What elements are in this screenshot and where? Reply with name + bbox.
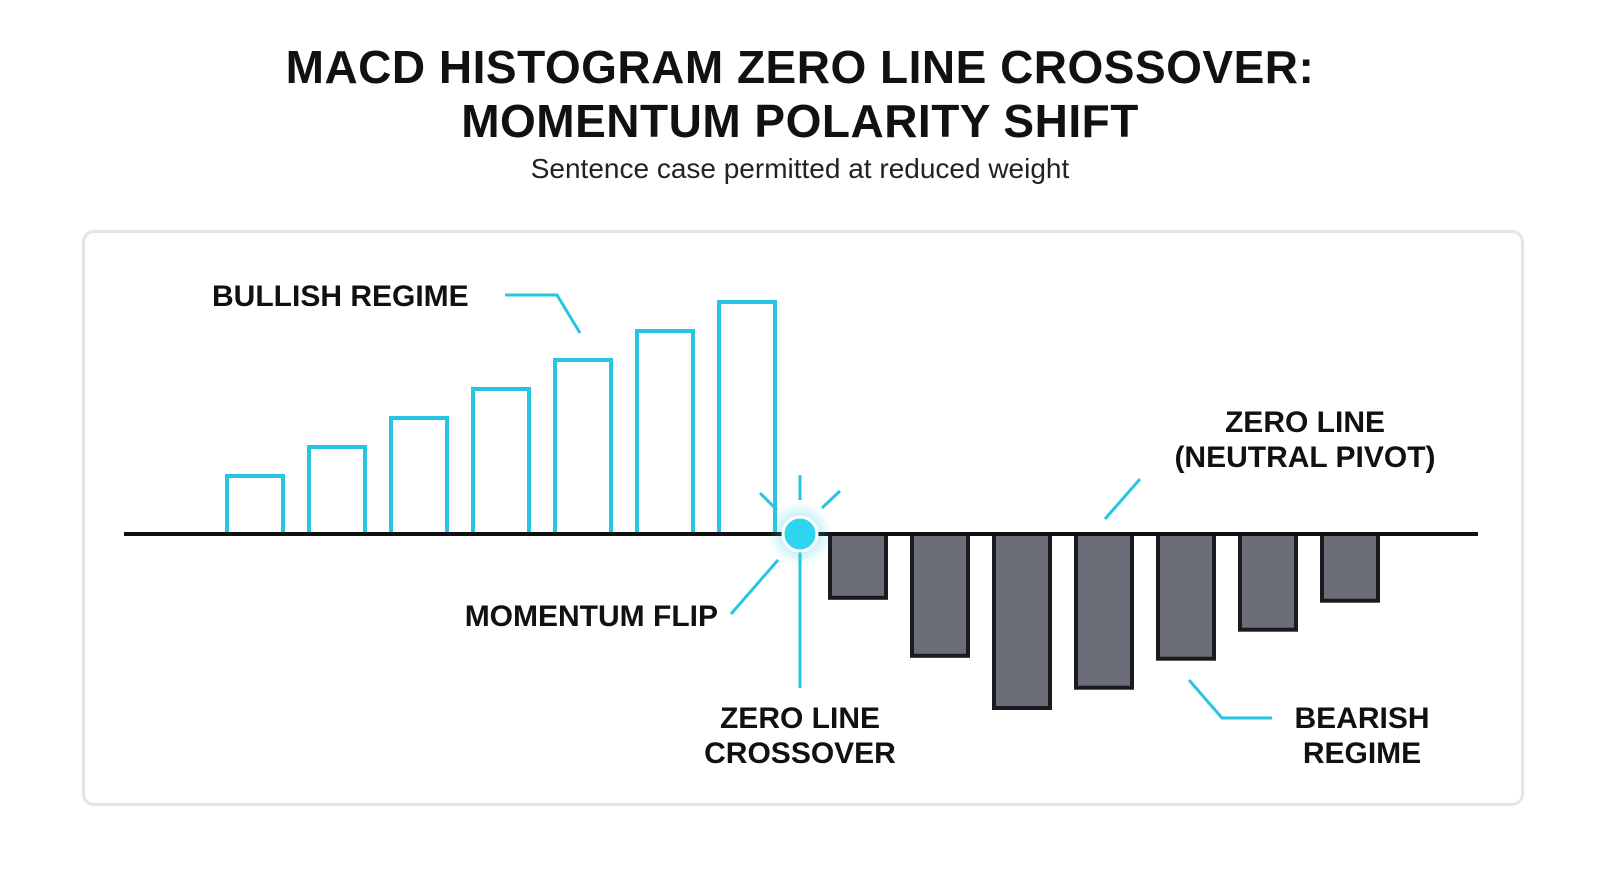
bullish-bar-1 (225, 474, 285, 536)
bullish-callout-leader (505, 293, 582, 334)
momentum-flip-leader (729, 559, 780, 615)
bearish-callout-leader (1187, 679, 1272, 720)
bearish-bar-6 (1238, 532, 1298, 632)
label-crossover-sub: CROSSOVER (704, 737, 896, 770)
bullish-bar-2 (307, 445, 367, 536)
bullish-bar-3 (389, 416, 449, 536)
bullish-bar-5 (553, 358, 613, 536)
bearish-bar-2 (910, 532, 970, 658)
bearish-bar-7 (1320, 532, 1380, 603)
label-bearish-sub: REGIME (1303, 737, 1421, 770)
page-title: MACD HISTOGRAM ZERO LINE CROSSOVER: MOME… (0, 40, 1600, 148)
label-crossover-title: ZERO LINE (720, 702, 880, 735)
bullish-bar-7 (717, 300, 777, 536)
label-zero-line-title: ZERO LINE (1225, 406, 1385, 439)
spark-ray-upper-left (758, 491, 779, 512)
label-zero-line-sub: (NEUTRAL PIVOT) (1174, 441, 1435, 474)
glowing-dot-icon (781, 515, 819, 553)
bearish-bar-4 (1074, 532, 1134, 690)
crossover-marker (758, 475, 842, 688)
label-momentum-flip: MOMENTUM FLIP (465, 600, 718, 633)
label-bullish-regime: BULLISH REGIME (212, 280, 469, 313)
bearish-bar-3 (992, 532, 1052, 710)
spark-ray-upper-right (820, 489, 842, 510)
bullish-bar-6 (635, 329, 695, 536)
zero-line-callout-leader (1103, 478, 1142, 520)
label-bearish-title: BEARISH (1294, 702, 1429, 735)
bearish-bar-1 (828, 532, 888, 600)
page-subtitle: Sentence case permitted at reduced weigh… (530, 153, 1070, 184)
bearish-bar-5 (1156, 532, 1216, 661)
bullish-bar-4 (471, 387, 531, 536)
title-line-1: MACD HISTOGRAM ZERO LINE CROSSOVER: (285, 41, 1315, 93)
title-line-2: MOMENTUM POLARITY SHIFT (461, 95, 1139, 147)
histogram-bars (225, 300, 1380, 710)
